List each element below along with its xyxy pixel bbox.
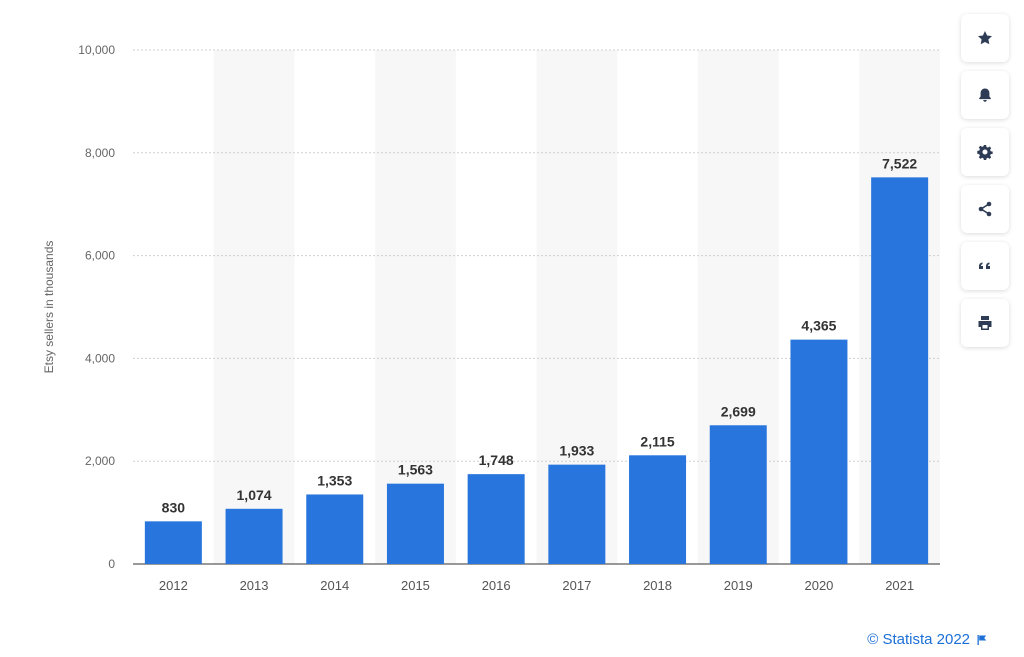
y-tick-label: 4,000 [85,351,115,365]
credit-text: © Statista 2022 [867,631,970,648]
bars [144,177,929,564]
bar-2020 [790,339,848,564]
gear-icon [977,145,993,160]
value-label: 830 [162,499,186,515]
star-icon [978,31,992,45]
x-tick-label: 2017 [562,578,591,593]
x-tick-label: 2012 [159,578,188,593]
bar-2012 [144,521,202,564]
bar-2017 [548,464,606,564]
x-tick-label: 2020 [804,578,833,593]
band-2015 [375,50,456,564]
bar-2019 [709,425,767,564]
favorite-button[interactable] [961,14,1009,62]
bar-2018 [629,455,687,564]
x-tick-label: 2015 [401,578,430,593]
value-label: 1,074 [237,487,272,503]
share-button[interactable] [961,185,1009,233]
x-tick-label: 2018 [643,578,672,593]
quote-icon [979,262,990,269]
value-label: 1,353 [317,472,352,488]
value-label: 7,522 [882,155,917,171]
flag-icon [977,634,987,645]
value-labels: 830 1,074 1,353 1,563 1,748 1,933 2,115 2,699 4,… [162,155,918,515]
y-tick-label: 2,000 [85,454,115,468]
x-tick-label: 2021 [885,578,914,593]
share-icon [978,201,992,217]
bar-2016 [467,474,525,564]
y-axis-ticks: 0 2,000 4,000 6,000 8,000 10,000 [78,43,115,571]
cite-button[interactable] [961,242,1009,290]
bar-2021 [871,177,929,564]
x-tick-label: 2016 [482,578,511,593]
bell-icon [979,88,991,102]
y-tick-label: 6,000 [85,249,115,263]
y-tick-label: 10,000 [78,43,115,57]
settings-button[interactable] [961,128,1009,176]
value-label: 1,933 [559,443,594,459]
bar-chart: 0 2,000 4,000 6,000 8,000 10,000 830 1,074 1,35… [42,43,940,593]
value-label: 1,563 [398,462,433,478]
value-label: 2,115 [640,433,674,449]
x-tick-label: 2014 [320,578,349,593]
band-2013 [213,50,295,564]
y-tick-label: 0 [108,557,115,571]
print-icon [978,316,992,330]
bar-2014 [306,494,364,564]
chart-toolbar [961,14,1009,356]
print-button[interactable] [961,299,1009,347]
x-axis-ticks: 2012 2013 2014 2015 2016 2017 2018 2019 2020 2021 [159,578,914,593]
y-axis-label: Etsy sellers in thousands [42,241,56,374]
statista-credit-link[interactable]: © Statista 2022 [867,631,988,648]
value-label: 2,699 [721,403,756,419]
x-tick-label: 2013 [240,578,269,593]
value-label: 1,748 [479,452,514,468]
y-tick-label: 8,000 [85,146,115,160]
notification-button[interactable] [961,71,1009,119]
x-tick-label: 2019 [724,578,753,593]
bar-2013 [225,508,283,564]
value-label: 4,365 [801,318,836,334]
bar-2015 [386,483,444,564]
